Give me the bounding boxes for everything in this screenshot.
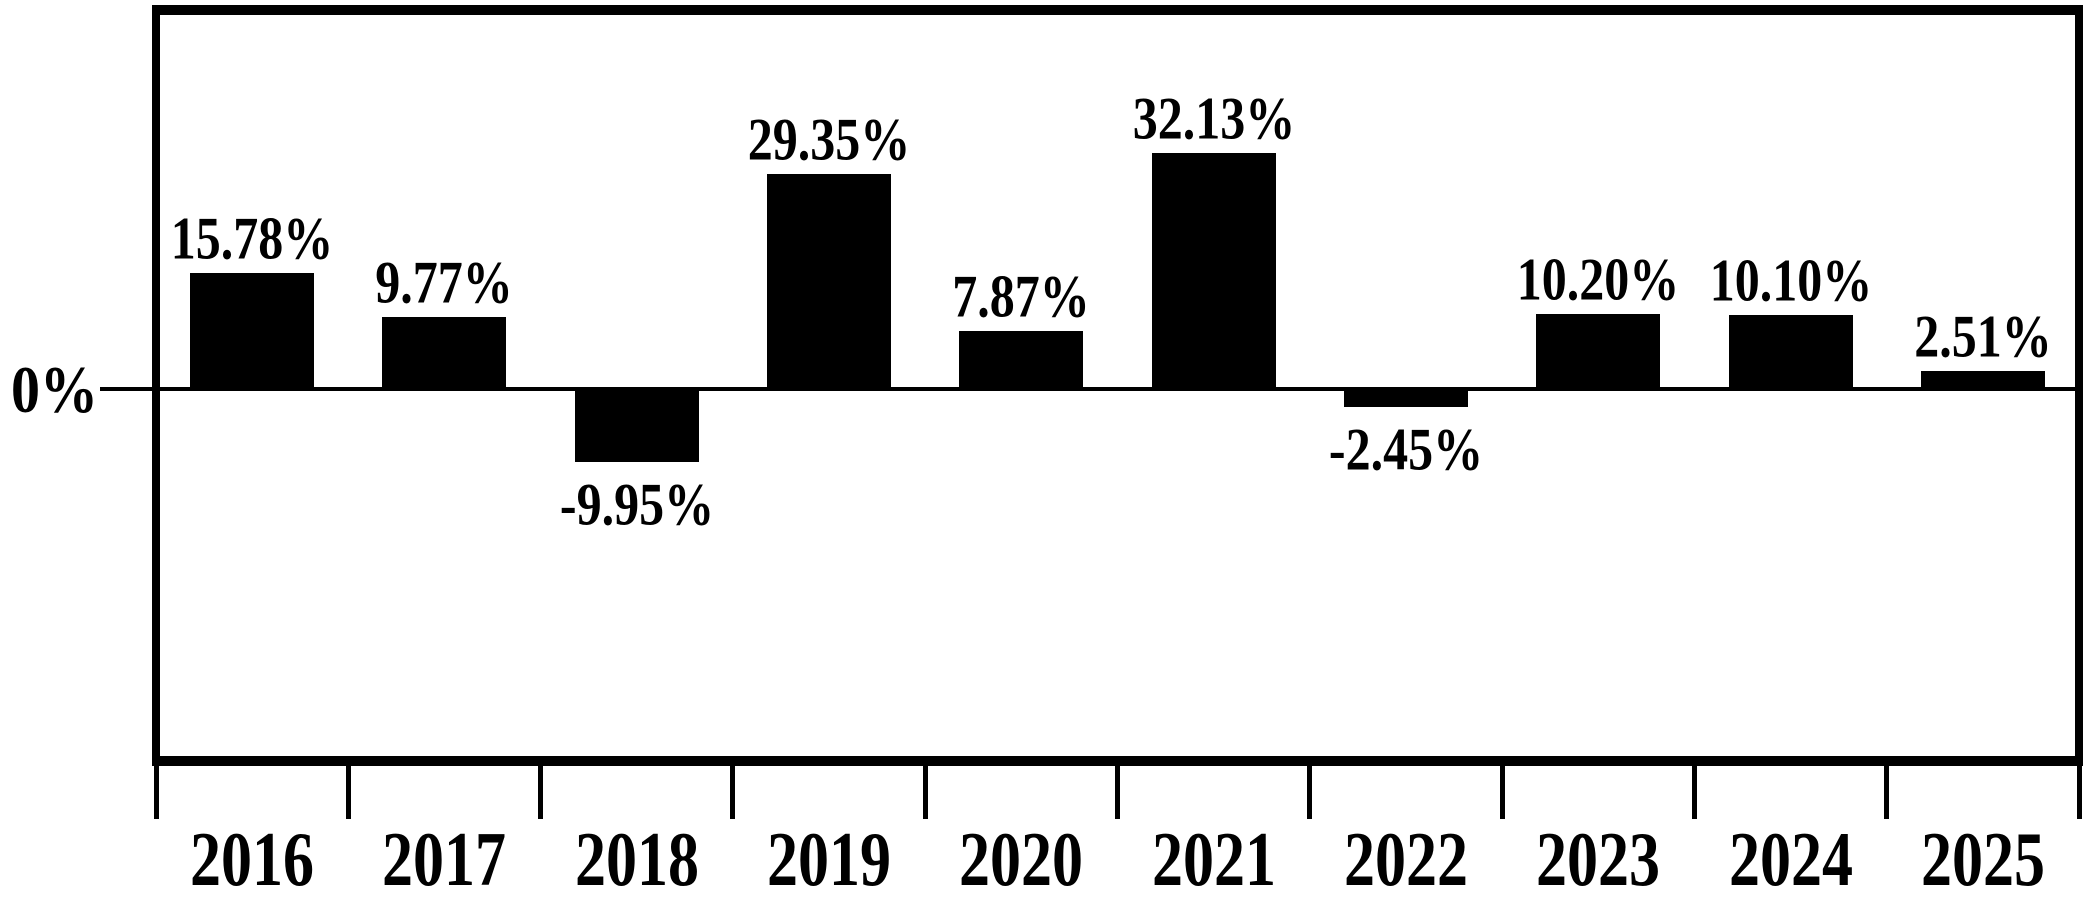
value-label-2016: 15.78% xyxy=(170,204,334,272)
y-axis-zero-label: 0% xyxy=(11,352,98,427)
x-axis-tick xyxy=(538,761,543,819)
x-axis-label-2017: 2017 xyxy=(382,817,506,900)
bar-2022 xyxy=(1344,389,1468,407)
bar-2019 xyxy=(767,174,891,390)
x-axis-tick xyxy=(346,761,351,819)
value-label-2023: 10.20% xyxy=(1516,245,1680,313)
x-axis-tick xyxy=(154,761,159,819)
x-axis-label-2019: 2019 xyxy=(767,817,891,900)
x-axis-label-2018: 2018 xyxy=(575,817,699,900)
value-label-2022: -2.45% xyxy=(1328,415,1484,483)
value-label-2020: 7.87% xyxy=(952,262,1090,330)
zero-baseline xyxy=(152,387,2083,391)
bar-2021 xyxy=(1152,153,1276,389)
x-axis-tick xyxy=(1692,761,1697,819)
x-axis-tick xyxy=(1307,761,1312,819)
y-axis-zero-tick xyxy=(100,387,160,391)
x-axis-label-2021: 2021 xyxy=(1152,817,1276,900)
x-axis-tick xyxy=(1115,761,1120,819)
value-label-2019: 29.35% xyxy=(747,105,911,173)
value-label-2021: 32.13% xyxy=(1132,84,1296,152)
bar-2025 xyxy=(1921,371,2045,389)
x-axis-label-2025: 2025 xyxy=(1921,817,2045,900)
value-label-2024: 10.10% xyxy=(1709,246,1873,314)
x-axis-tick xyxy=(1884,761,1889,819)
x-axis-tick xyxy=(1500,761,1505,819)
bar-2024 xyxy=(1729,315,1853,389)
x-axis-tick xyxy=(923,761,928,819)
value-label-2017: 9.77% xyxy=(375,248,513,316)
bar-2017 xyxy=(382,317,506,389)
value-label-2018: -9.95% xyxy=(559,470,715,538)
bar-2023 xyxy=(1536,314,1660,389)
bar-2016 xyxy=(190,273,314,389)
x-axis-tick xyxy=(730,761,735,819)
value-label-2025: 2.51% xyxy=(1914,302,2052,370)
x-axis-label-2020: 2020 xyxy=(959,817,1083,900)
x-axis-label-2022: 2022 xyxy=(1344,817,1468,900)
x-axis-label-2016: 2016 xyxy=(190,817,314,900)
bar-2020 xyxy=(959,331,1083,389)
bar-2018 xyxy=(575,389,699,462)
x-axis-tick xyxy=(2077,761,2082,819)
x-axis-label-2023: 2023 xyxy=(1536,817,1660,900)
x-axis-label-2024: 2024 xyxy=(1729,817,1853,900)
